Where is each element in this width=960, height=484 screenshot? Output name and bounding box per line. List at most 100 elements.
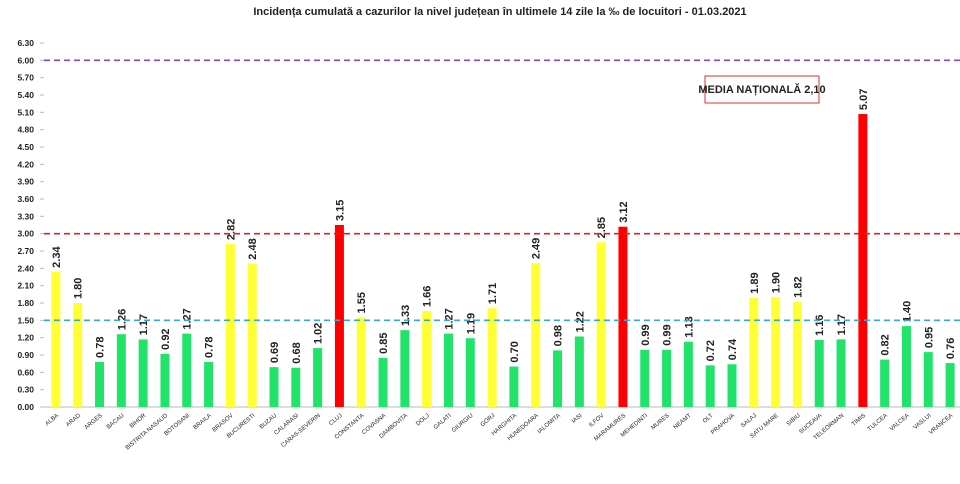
- y-tick-label: 0.00: [17, 402, 34, 412]
- bar: [204, 361, 214, 407]
- bar: [574, 336, 584, 407]
- bar: [313, 348, 323, 407]
- y-tick-label: 0.60: [17, 367, 34, 377]
- bar: [465, 338, 475, 407]
- x-tick-label: ARAD: [65, 413, 82, 429]
- y-tick-label: 2.70: [17, 246, 34, 256]
- value-label: 1.55: [356, 292, 368, 313]
- y-tick-label: 6.00: [17, 55, 34, 65]
- bar: [269, 367, 279, 407]
- value-label: 0.69: [269, 342, 281, 363]
- y-tick-label: 5.70: [17, 73, 34, 83]
- value-label: 1.71: [487, 283, 499, 304]
- value-label: 0.78: [204, 337, 216, 358]
- value-label: 2.48: [247, 238, 259, 259]
- bar: [291, 367, 301, 407]
- value-label: 1.13: [683, 316, 695, 337]
- bar: [662, 349, 672, 407]
- value-label: 1.89: [749, 272, 761, 293]
- bar: [880, 359, 890, 407]
- bar: [945, 363, 955, 407]
- bar: [356, 317, 366, 407]
- x-tick-label: BUZAU: [259, 413, 278, 431]
- x-tick-label: NEAMT: [673, 413, 693, 431]
- value-label: 1.27: [182, 308, 194, 329]
- value-label: 5.07: [858, 89, 870, 110]
- bar: [443, 333, 453, 407]
- y-tick-label: 0.30: [17, 385, 34, 395]
- y-tick-label: 1.80: [17, 298, 34, 308]
- value-label: 2.85: [596, 217, 608, 238]
- bar: [73, 303, 83, 407]
- x-tick-label: IASI: [571, 413, 584, 425]
- x-tick-label: ILFOV: [588, 413, 605, 429]
- x-tick-label: GALATI: [433, 413, 453, 431]
- value-label: 1.17: [138, 314, 150, 335]
- x-tick-label: BRAILA: [193, 413, 213, 431]
- bar: [225, 244, 235, 407]
- bar: [858, 114, 868, 408]
- bar: [160, 353, 170, 407]
- value-label: 0.82: [880, 334, 892, 355]
- x-tick-label: ARGES: [84, 413, 104, 431]
- bar: [182, 333, 192, 407]
- y-tick-label: 5.10: [17, 107, 34, 117]
- value-label: 1.27: [443, 308, 455, 329]
- bar: [705, 365, 715, 407]
- bar: [553, 350, 563, 407]
- value-label: 1.90: [771, 272, 783, 293]
- x-tick-label: VALCEA: [889, 413, 911, 433]
- value-label: 3.12: [618, 201, 630, 222]
- value-label: 0.72: [705, 340, 717, 361]
- y-tick-label: 3.00: [17, 229, 34, 239]
- bar: [814, 339, 824, 407]
- y-tick-label: 2.40: [17, 263, 34, 273]
- y-tick-label: 3.30: [17, 211, 34, 221]
- value-label: 1.82: [792, 276, 804, 297]
- value-label: 1.26: [116, 309, 128, 330]
- value-label: 0.74: [727, 338, 739, 360]
- x-tick-label: SALAJ: [740, 413, 758, 429]
- bar: [116, 334, 126, 407]
- value-label: 0.78: [95, 337, 107, 358]
- value-label: 2.82: [225, 219, 237, 240]
- y-tick-label: 5.40: [17, 90, 34, 100]
- value-label: 0.85: [378, 332, 390, 353]
- x-tick-label: IALOMITA: [537, 413, 562, 435]
- y-tick-label: 0.90: [17, 350, 34, 360]
- value-label: 1.80: [73, 278, 85, 299]
- y-tick-label: 6.30: [17, 38, 34, 48]
- x-tick-label: CARAS-SEVERIN: [280, 413, 321, 449]
- value-label: 1.33: [400, 305, 412, 326]
- bar: [683, 341, 693, 407]
- bar: [596, 242, 606, 407]
- annotation: MEDIA NAȚIONALĂ 2,10: [698, 83, 825, 96]
- value-label: 0.98: [553, 325, 565, 346]
- value-label: 0.70: [509, 341, 521, 362]
- value-label: 2.34: [51, 246, 63, 268]
- bar: [792, 301, 802, 407]
- bar: [618, 226, 628, 407]
- x-tick-label: PRAHOVA: [710, 413, 736, 436]
- x-tick-label: TIMIS: [851, 413, 867, 428]
- bar: [95, 361, 105, 407]
- chart-title: Incidența cumulată a cazurilor la nivel …: [253, 6, 746, 18]
- value-label: 1.17: [836, 314, 848, 335]
- y-tick-label: 1.20: [17, 333, 34, 343]
- bar: [334, 225, 344, 407]
- x-tick-label: VRANCEA: [928, 413, 954, 436]
- value-label: 3.15: [334, 200, 346, 221]
- value-label: 0.99: [640, 324, 652, 345]
- value-label: 0.99: [662, 324, 674, 345]
- bar: [378, 357, 388, 407]
- x-tick-label: OLT: [702, 413, 715, 425]
- value-label: 1.40: [901, 301, 913, 322]
- value-label: 0.68: [291, 342, 303, 363]
- annotation-box: [704, 75, 820, 104]
- value-label: 0.76: [945, 338, 957, 359]
- x-tick-label: BIHOR: [129, 413, 148, 430]
- x-tick-label: ALBA: [45, 413, 61, 427]
- bar: [51, 271, 61, 407]
- value-label: 1.02: [313, 323, 325, 344]
